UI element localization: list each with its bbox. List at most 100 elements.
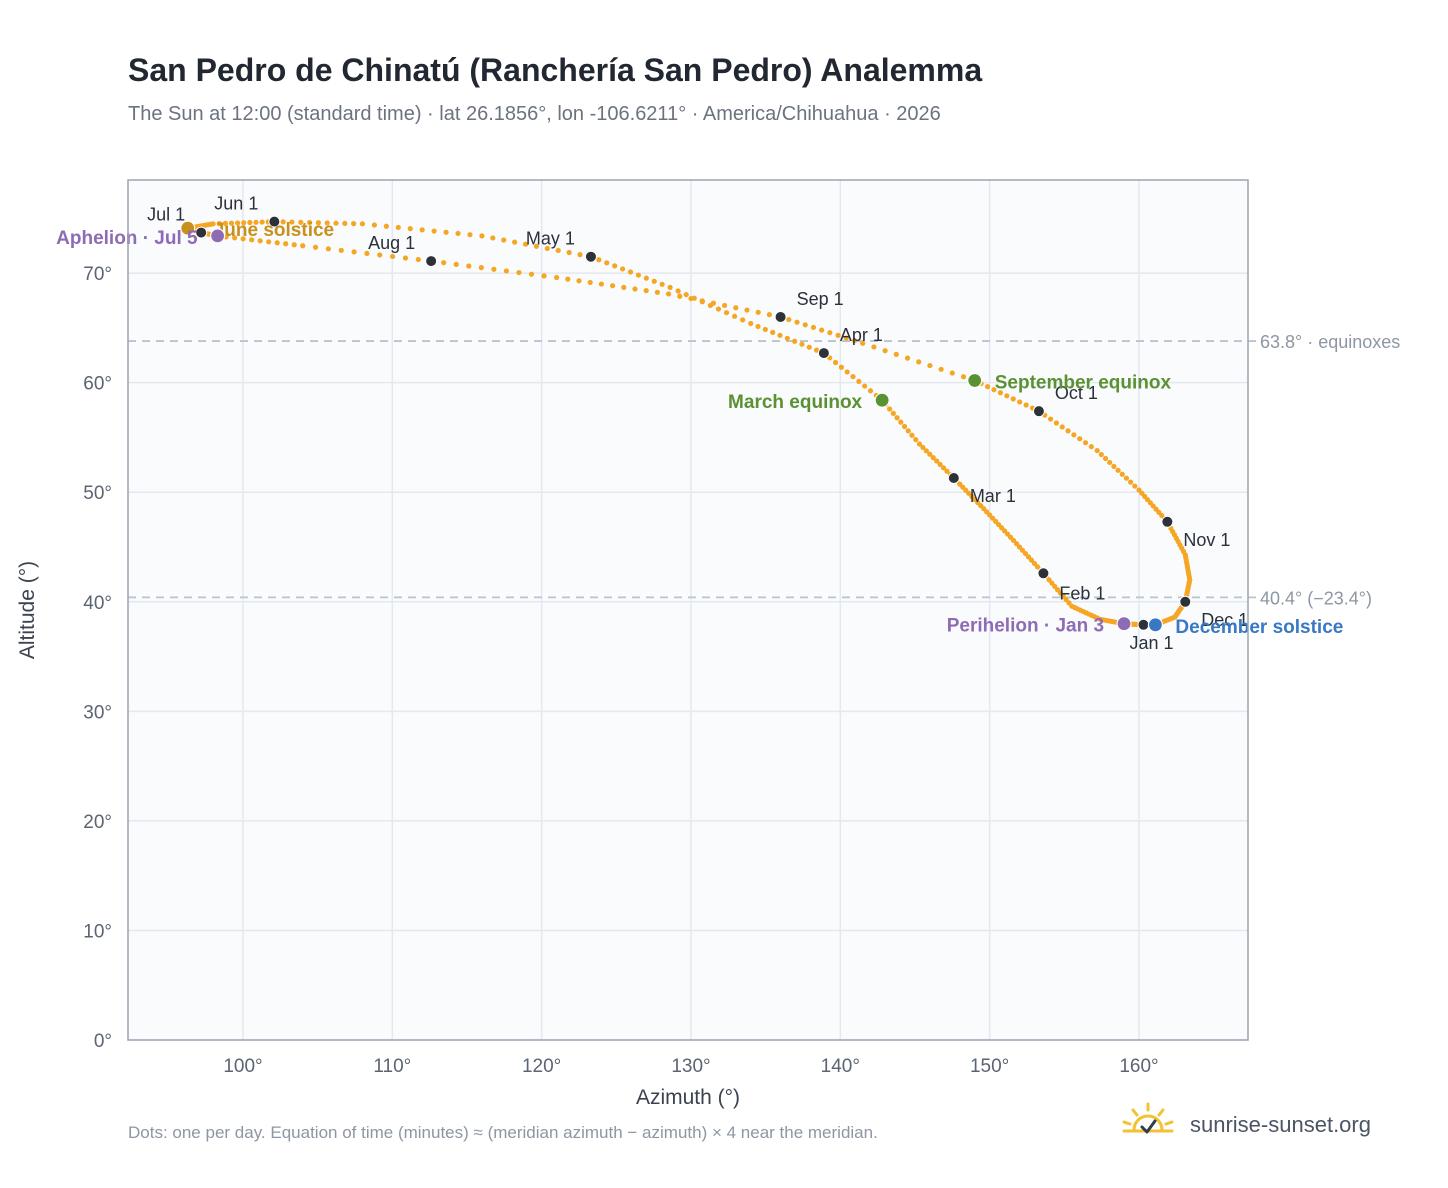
- daily-dot: [1010, 396, 1016, 402]
- daily-dot: [784, 335, 790, 341]
- daily-dot: [501, 237, 507, 243]
- daily-dot: [491, 266, 497, 272]
- event-label: June solstice: [214, 220, 334, 241]
- month-marker: [268, 215, 281, 228]
- daily-dot: [306, 219, 313, 226]
- daily-dot: [905, 428, 911, 434]
- daily-dot: [1031, 560, 1038, 567]
- daily-dot: [1016, 544, 1023, 550]
- daily-dot: [1123, 475, 1130, 481]
- daily-dot: [731, 313, 738, 319]
- daily-dot: [960, 374, 967, 380]
- month-label: Jul 1: [147, 205, 185, 225]
- daily-dot: [688, 295, 694, 302]
- daily-dot: [856, 378, 862, 384]
- event-marker: [180, 220, 196, 236]
- daily-dot: [832, 359, 839, 366]
- event-label: March equinox: [728, 392, 863, 413]
- daily-dot: [901, 423, 908, 430]
- daily-dot: [744, 307, 750, 313]
- daily-dot: [240, 236, 246, 242]
- daily-dot: [280, 219, 286, 225]
- daily-dot: [576, 278, 582, 284]
- daily-dot: [643, 275, 649, 281]
- month-marker: [425, 255, 438, 268]
- month-marker: [1032, 405, 1045, 418]
- daily-dot: [916, 441, 923, 447]
- month-marker: [817, 347, 830, 360]
- daily-dot: [683, 291, 689, 298]
- daily-dot: [612, 263, 618, 269]
- daily-dot: [266, 239, 272, 245]
- daily-dot: [887, 406, 893, 412]
- daily-dot: [312, 244, 319, 250]
- daily-dot: [1098, 451, 1104, 458]
- daily-dot: [643, 288, 649, 294]
- y-tick-label: 50°: [83, 483, 112, 504]
- reference-line-label: 40.4° (−23.4°): [1260, 588, 1372, 608]
- month-markers: Jan 1 Feb 1 Mar 1 Apr 1 May 1 Jun 1 Jul 1 Aug 1…: [147, 194, 1248, 653]
- plot-frame: [127, 179, 1249, 1041]
- daily-dot: [844, 369, 850, 375]
- daily-dot: [913, 437, 919, 443]
- daily-dot: [1088, 444, 1094, 450]
- month-label: Nov 1: [1183, 530, 1230, 550]
- daily-dot: [402, 255, 409, 261]
- daily-dot: [677, 293, 683, 299]
- event-label: September equinox: [995, 372, 1172, 393]
- x-tick-label: 150°: [970, 1056, 1009, 1077]
- daily-dot: [1023, 402, 1029, 408]
- event-label: Aphelion · Jul 5: [56, 228, 198, 249]
- daily-dot: [453, 261, 459, 267]
- daily-dot: [257, 238, 263, 244]
- sun-check-icon: [1122, 1102, 1174, 1134]
- daily-dot: [721, 302, 728, 309]
- daily-dot: [1132, 483, 1138, 489]
- daily-dot: [984, 384, 991, 390]
- x-tick-label: 160°: [1119, 1056, 1158, 1077]
- daily-dot: [862, 383, 868, 389]
- daily-dot: [843, 335, 849, 341]
- daily-dot: [949, 370, 955, 376]
- daily-dot: [675, 288, 681, 294]
- daily-dot: [810, 324, 817, 331]
- daily-dot: [544, 245, 550, 251]
- axis-ticks: 100° 110° 120° 130° 140° 150° 160° 0° 10° 20° 30° 4…: [83, 264, 1158, 1077]
- daily-dot: [407, 226, 413, 232]
- daily-dot: [1017, 399, 1023, 405]
- daily-dot: [851, 338, 858, 344]
- daily-dot: [478, 265, 484, 271]
- daily-dot: [1107, 459, 1113, 466]
- month-marker: [1037, 567, 1050, 580]
- daily-dot: [1034, 564, 1041, 570]
- daily-dot: [1065, 428, 1071, 434]
- daily-dot: [762, 326, 768, 333]
- daily-dot: [566, 249, 572, 256]
- daily-dot: [415, 256, 421, 263]
- daily-dot: [1019, 547, 1026, 553]
- daily-dot: [338, 247, 344, 253]
- daily-dot: [431, 228, 437, 234]
- daily-dot: [528, 271, 535, 277]
- y-tick-label: 10°: [83, 921, 112, 942]
- daily-dot: [300, 243, 306, 249]
- daily-dot: [490, 235, 496, 241]
- daily-dot: [419, 227, 425, 233]
- daily-dot: [1082, 440, 1089, 446]
- daily-dot: [715, 306, 722, 312]
- daily-dot: [740, 317, 746, 323]
- daily-dot: [479, 233, 485, 239]
- daily-dot: [1102, 455, 1109, 462]
- chart-subtitle: The Sun at 12:00 (standard time) · lat 2…: [128, 103, 941, 125]
- event-marker: [967, 372, 983, 389]
- month-marker: [584, 250, 597, 263]
- daily-dot: [377, 252, 383, 258]
- daily-dot: [997, 390, 1004, 396]
- daily-dot: [522, 241, 529, 247]
- daily-dot: [351, 221, 357, 227]
- daily-dot: [699, 298, 705, 304]
- daily-dot: [333, 220, 339, 226]
- daily-dot: [503, 268, 510, 274]
- grid: [128, 180, 1248, 1041]
- daily-dot: [253, 219, 259, 225]
